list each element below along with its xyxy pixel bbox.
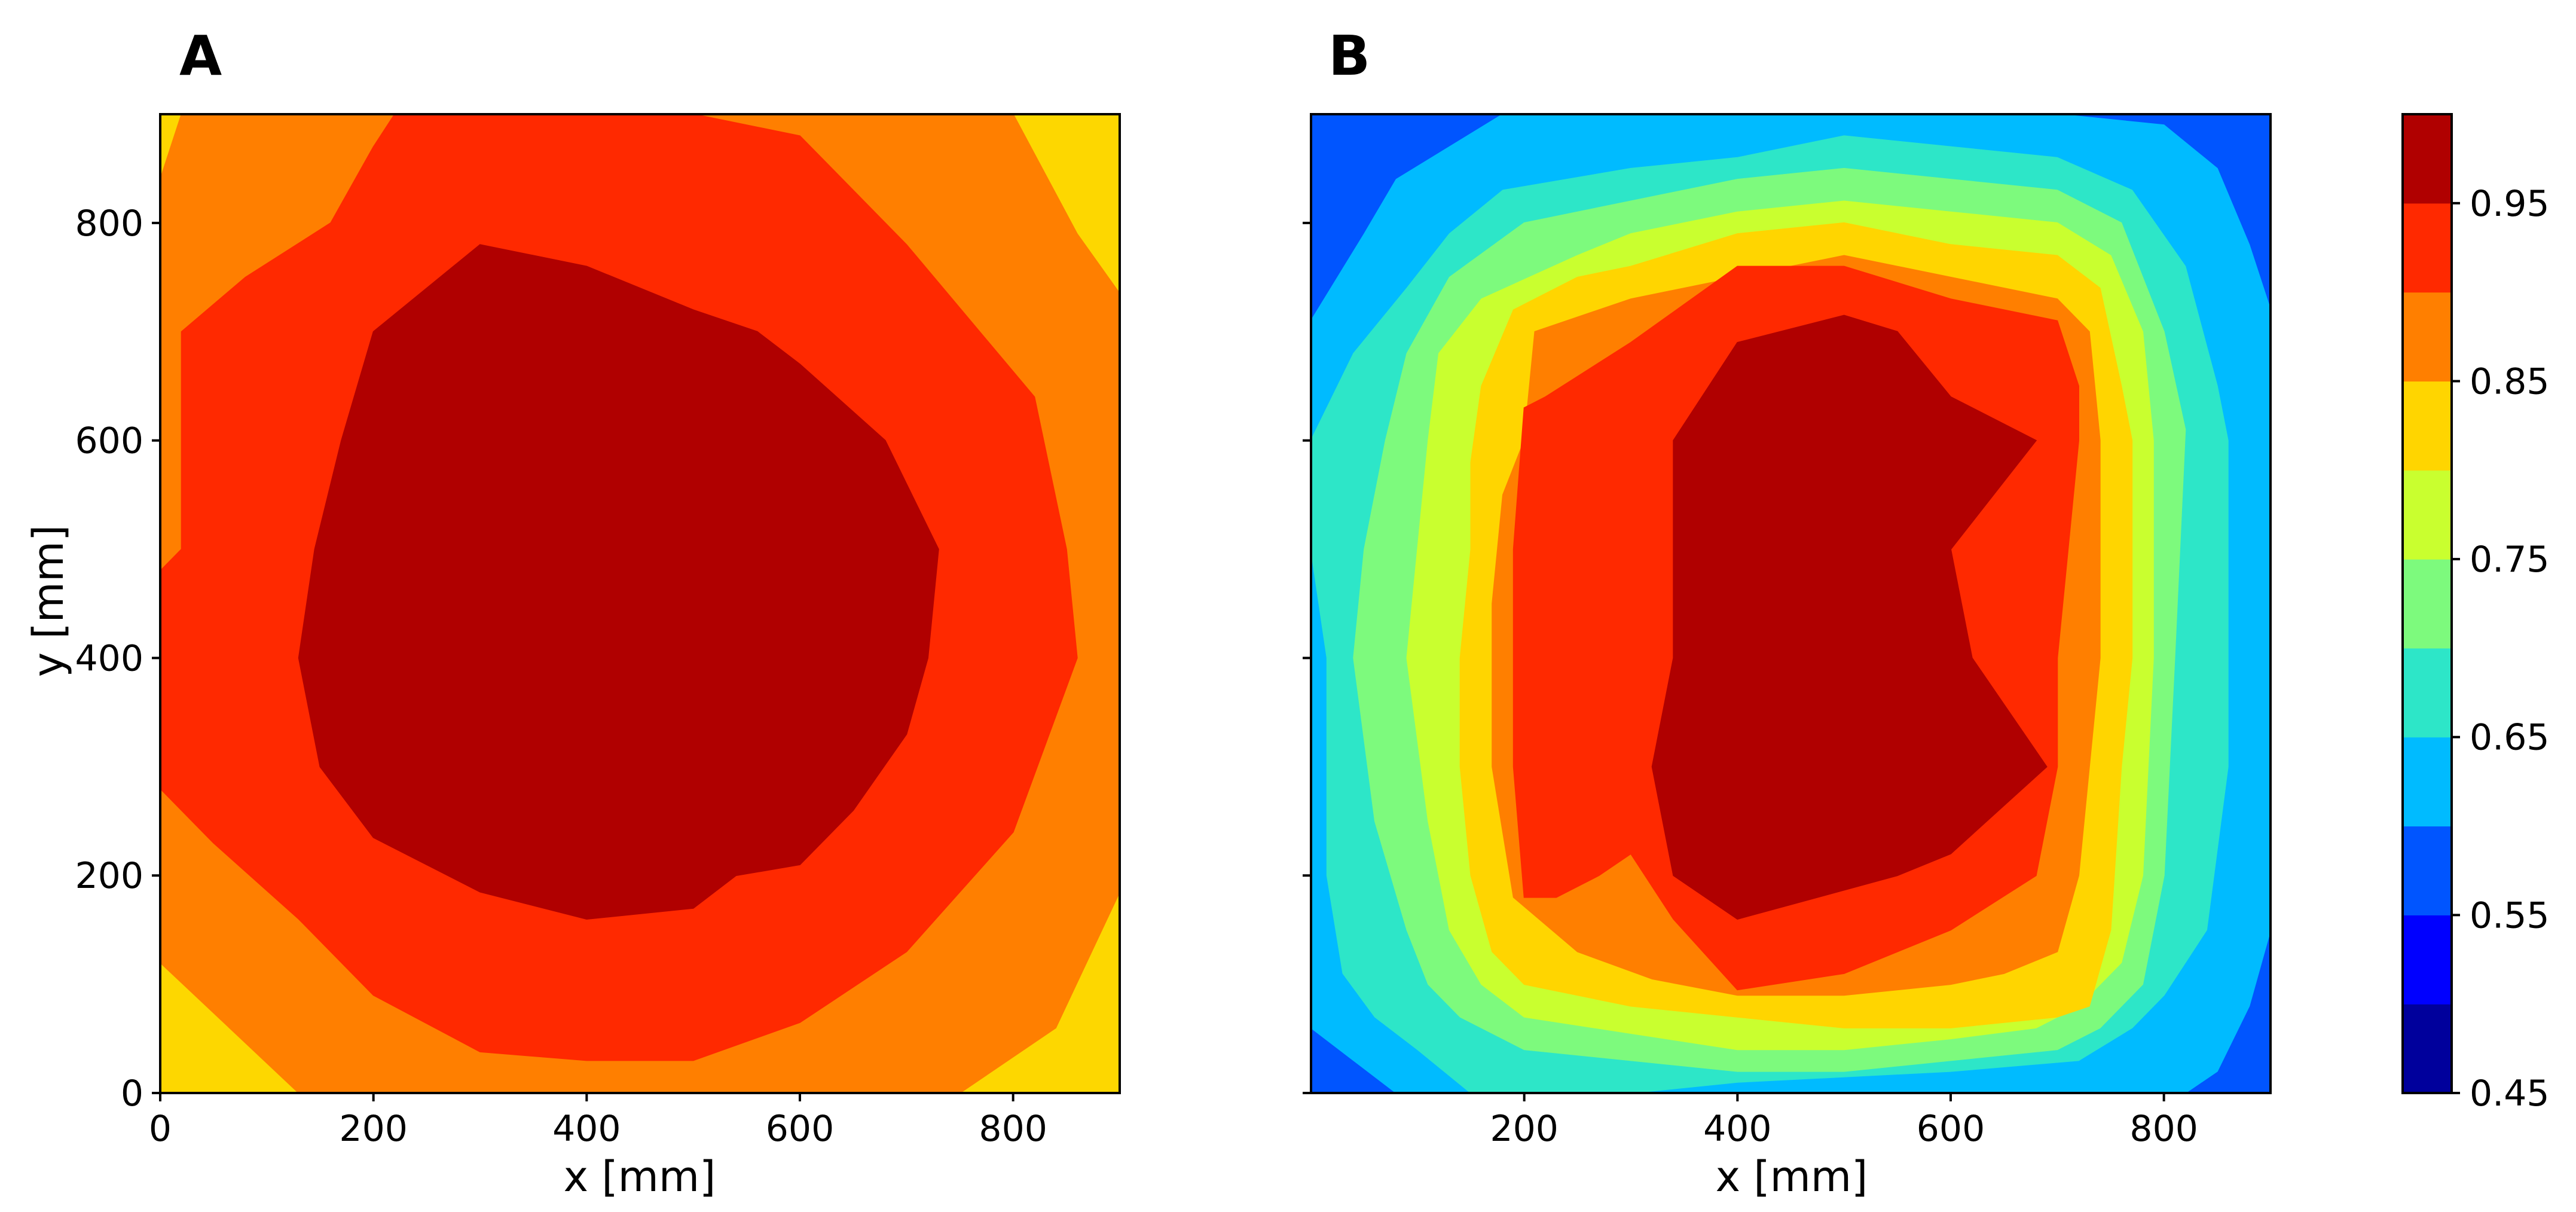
colorbar-frame bbox=[2401, 113, 2453, 1094]
colorbar-tick-label: 0.75 bbox=[2470, 539, 2550, 581]
panel-label-a: A bbox=[179, 24, 222, 88]
colorbar-segment bbox=[2403, 114, 2452, 204]
panel-label-b: B bbox=[1328, 24, 1370, 88]
y-tick-label-a: 800 bbox=[75, 203, 143, 245]
colorbar-segment bbox=[2403, 381, 2452, 471]
x-axis-label-a: x [mm] bbox=[564, 1152, 716, 1201]
y-tick-label-a: 600 bbox=[75, 420, 143, 462]
contour-region-b-8 bbox=[1651, 315, 2048, 920]
colorbar-segment bbox=[2403, 203, 2452, 293]
contour-plot-a: 0 200 400 600 800 0 200 400 600 800 bbox=[75, 113, 1121, 1150]
colorbar-tick-label: 0.95 bbox=[2470, 183, 2550, 225]
x-tick-label-a: 200 bbox=[339, 1108, 408, 1150]
colorbar-segment bbox=[2403, 826, 2452, 915]
colorbar-tick-label: 0.85 bbox=[2470, 361, 2550, 402]
x-axis-label-b: x [mm] bbox=[1716, 1152, 1868, 1201]
y-tick-label-a: 400 bbox=[75, 637, 143, 679]
colorbar-segment bbox=[2403, 1004, 2452, 1094]
colorbar: 0.45 0.55 0.65 0.75 0.85 0.95 bbox=[2401, 113, 2550, 1115]
plot-frame-a bbox=[159, 113, 1121, 1094]
plot-frame-b bbox=[1310, 113, 2272, 1094]
colorbar-segment bbox=[2403, 559, 2452, 649]
colorbar-segment bbox=[2403, 737, 2452, 827]
x-tick-label-a: 0 bbox=[149, 1108, 172, 1150]
x-tick-label-b: 200 bbox=[1490, 1108, 1559, 1150]
contour-plot-b: 200 400 600 800 bbox=[1303, 113, 2272, 1150]
colorbar-tick-label: 0.55 bbox=[2470, 895, 2550, 936]
y-axis-label-a: y [mm] bbox=[24, 525, 73, 677]
x-tick-label-b: 600 bbox=[1917, 1108, 1985, 1150]
contour-region-a-3 bbox=[298, 244, 939, 920]
x-tick-label-a: 800 bbox=[979, 1108, 1047, 1150]
x-tick-label-a: 400 bbox=[552, 1108, 621, 1150]
colorbar-segment bbox=[2403, 648, 2452, 738]
colorbar-tick-label: 0.45 bbox=[2470, 1073, 2550, 1115]
x-tick-label-b: 800 bbox=[2129, 1108, 2198, 1150]
y-tick-label-a: 200 bbox=[75, 855, 143, 897]
x-tick-label-a: 600 bbox=[766, 1108, 835, 1150]
colorbar-tick-label: 0.65 bbox=[2470, 717, 2550, 759]
colorbar-segment bbox=[2403, 915, 2452, 1005]
colorbar-segment bbox=[2403, 292, 2452, 382]
y-tick-label-a: 0 bbox=[121, 1073, 143, 1115]
colorbar-segment bbox=[2403, 470, 2452, 560]
x-tick-label-b: 400 bbox=[1703, 1108, 1772, 1150]
